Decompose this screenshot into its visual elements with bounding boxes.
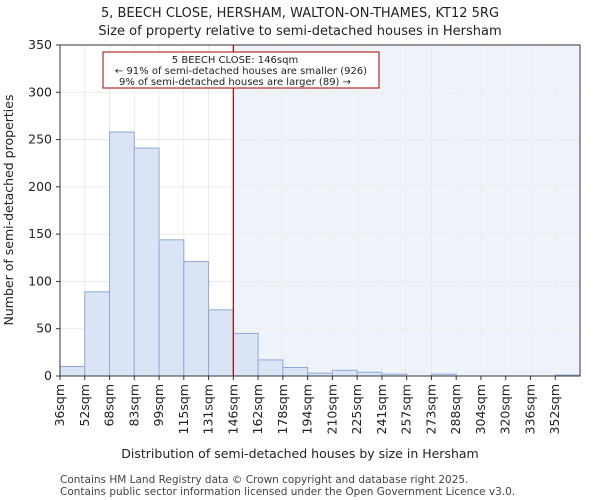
bar-99sqm [158,239,185,377]
x-tick-label: 146sqm [225,384,240,434]
x-tick-label: 52sqm [77,384,92,427]
x-tick-label: 257sqm [399,384,414,434]
footer-line-2: Contains public sector information licen… [60,486,515,498]
bar-52sqm [84,291,111,377]
x-tick-label: 178sqm [275,384,290,434]
annotation-line-1: 5 BEECH CLOSE: 146sqm [172,55,298,66]
bar-210sqm [331,369,358,377]
x-tick-label: 241sqm [374,384,389,434]
annotation-line-3: 9% of semi-detached houses are larger (8… [119,77,351,88]
x-tick-label: 273sqm [423,384,438,434]
y-tick-label: 300 [28,84,52,99]
x-tick-label: 288sqm [448,384,463,434]
x-tick-label: 336sqm [522,384,537,434]
x-tick-label: 304sqm [473,384,488,434]
bar-115sqm [183,261,210,377]
annotation-box [102,51,380,89]
x-tick-label: 99sqm [151,384,166,427]
x-tick-label: 352sqm [547,384,562,434]
x-tick-label: 36sqm [52,384,67,427]
y-axis-label: Number of semi-detached properties [1,95,16,326]
chart-subtitle: Size of property relative to semi-detach… [98,24,501,39]
y-tick-label: 0 [44,368,52,383]
bar-131sqm [208,309,234,377]
y-tick-label: 100 [28,273,52,288]
x-tick-label: 320sqm [498,384,513,434]
x-tick-label: 194sqm [300,384,315,434]
y-tick-label: 50 [36,321,52,336]
footer-line-1: Contains HM Land Registry data © Crown c… [60,474,468,486]
x-tick-label: 68sqm [102,384,117,427]
bar-83sqm [133,147,160,377]
y-tick-label: 200 [28,179,52,194]
x-tick-label: 210sqm [324,384,339,434]
x-tick-label: 225sqm [349,384,364,434]
bar-146sqm [232,332,259,377]
bar-36sqm [59,366,86,377]
chart-title: 5, BEECH CLOSE, HERSHAM, WALTON-ON-THAME… [101,6,499,21]
plot-frame [59,44,581,377]
bar-162sqm [257,359,284,377]
x-tick-label: 162sqm [250,384,265,434]
y-tick-label: 150 [28,226,52,241]
x-tick-label: 115sqm [176,384,191,434]
annotation-line-2: ← 91% of semi-detached houses are smalle… [115,66,367,77]
x-axis-label: Distribution of semi-detached houses by … [121,446,478,461]
bar-68sqm [109,131,135,377]
y-tick-label: 350 [28,37,52,52]
x-tick-label: 131sqm [201,384,216,434]
bar-178sqm [282,366,309,377]
bar-225sqm [356,371,383,377]
y-tick-label: 250 [28,132,52,147]
plot-area: 0 50 100 150 200 250 300 350 36sqm 52sqm 68sqm 83sq… [28,37,581,434]
x-tick-label: 83sqm [126,384,141,427]
